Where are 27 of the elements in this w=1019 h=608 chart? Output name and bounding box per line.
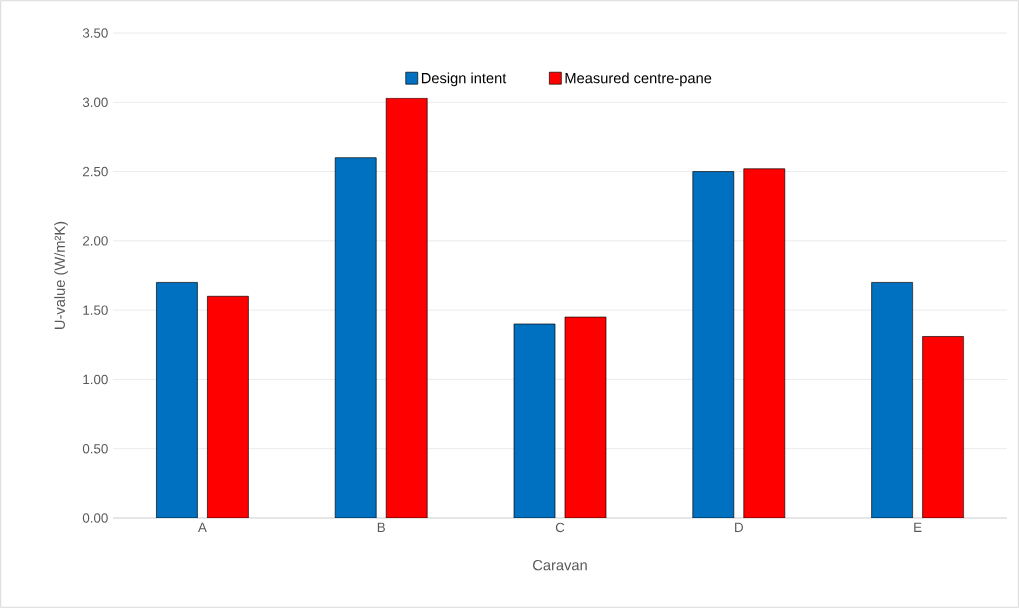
y-tick-label: 3.00: [82, 97, 108, 108]
legend-label: Design intent: [421, 72, 507, 87]
y-tick-label: 2.00: [83, 236, 108, 246]
x-tick-label: A: [197, 522, 207, 532]
bar: [334, 157, 377, 518]
bar: [743, 168, 786, 518]
y-tick-label: 0.50: [82, 444, 108, 454]
legend-label: Measured centre-pane: [565, 72, 712, 87]
x-axis-title: Caravan: [533, 559, 587, 571]
x-tick-label: D: [735, 522, 743, 532]
bar: [922, 336, 964, 518]
y-tick-label: 1.00: [83, 374, 108, 385]
x-tick-label: C: [555, 522, 565, 533]
bar: [871, 282, 913, 518]
y-tick-label: 0.00: [82, 513, 108, 523]
y-axis-title: U-value (W/m²K): [54, 221, 68, 329]
y-tick-label: 3.50: [82, 28, 108, 38]
x-tick-label: E: [914, 522, 922, 532]
bar: [564, 316, 607, 518]
bar: [692, 171, 735, 518]
x-tick-label: B: [377, 522, 385, 532]
y-tick-label: 2.50: [83, 166, 108, 177]
y-tick-label: 1.50: [83, 305, 108, 315]
bar: [385, 97, 428, 518]
bar: [156, 282, 198, 518]
bar: [207, 295, 249, 518]
bar: [513, 323, 556, 518]
